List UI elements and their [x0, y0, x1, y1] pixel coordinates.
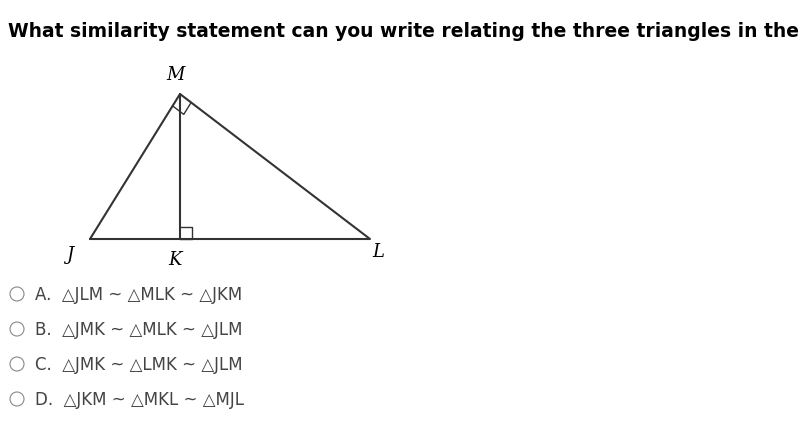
Text: A.  △JLM ~ △MLK ~ △JKM: A. △JLM ~ △MLK ~ △JKM	[35, 286, 242, 303]
Text: B.  △JMK ~ △MLK ~ △JLM: B. △JMK ~ △MLK ~ △JLM	[35, 320, 242, 338]
Text: M: M	[166, 66, 184, 84]
Text: What similarity statement can you write relating the three triangles in the diag: What similarity statement can you write …	[8, 22, 800, 41]
Text: K: K	[168, 250, 182, 268]
Text: L: L	[372, 243, 384, 261]
Text: J: J	[66, 246, 74, 264]
Text: D.  △JKM ~ △MKL ~ △MJL: D. △JKM ~ △MKL ~ △MJL	[35, 390, 244, 408]
Text: C.  △JMK ~ △LMK ~ △JLM: C. △JMK ~ △LMK ~ △JLM	[35, 355, 242, 373]
